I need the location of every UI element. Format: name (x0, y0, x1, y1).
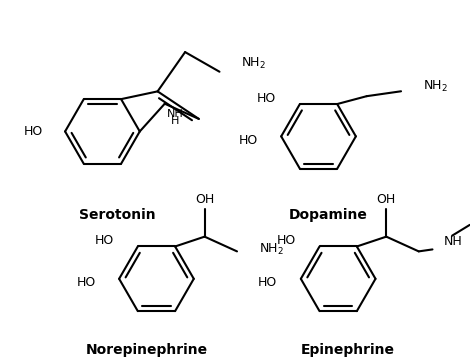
Text: HO: HO (238, 134, 258, 147)
Text: HO: HO (95, 234, 114, 247)
Text: Epinephrine: Epinephrine (301, 343, 395, 357)
Text: HO: HO (24, 125, 44, 138)
Text: HO: HO (277, 234, 296, 247)
Text: OH: OH (195, 193, 214, 206)
Text: OH: OH (377, 193, 396, 206)
Text: Norepinephrine: Norepinephrine (86, 343, 208, 357)
Text: H: H (171, 116, 179, 126)
Text: Dopamine: Dopamine (289, 208, 368, 222)
Text: Serotonin: Serotonin (79, 208, 155, 222)
Text: NH$_2$: NH$_2$ (259, 242, 283, 257)
Text: NH: NH (443, 235, 462, 248)
Text: NH: NH (167, 109, 183, 118)
Text: NH$_2$: NH$_2$ (423, 79, 447, 94)
Text: NH$_2$: NH$_2$ (241, 56, 266, 71)
Text: HO: HO (257, 92, 276, 105)
Text: HO: HO (76, 276, 96, 289)
Text: HO: HO (258, 276, 277, 289)
